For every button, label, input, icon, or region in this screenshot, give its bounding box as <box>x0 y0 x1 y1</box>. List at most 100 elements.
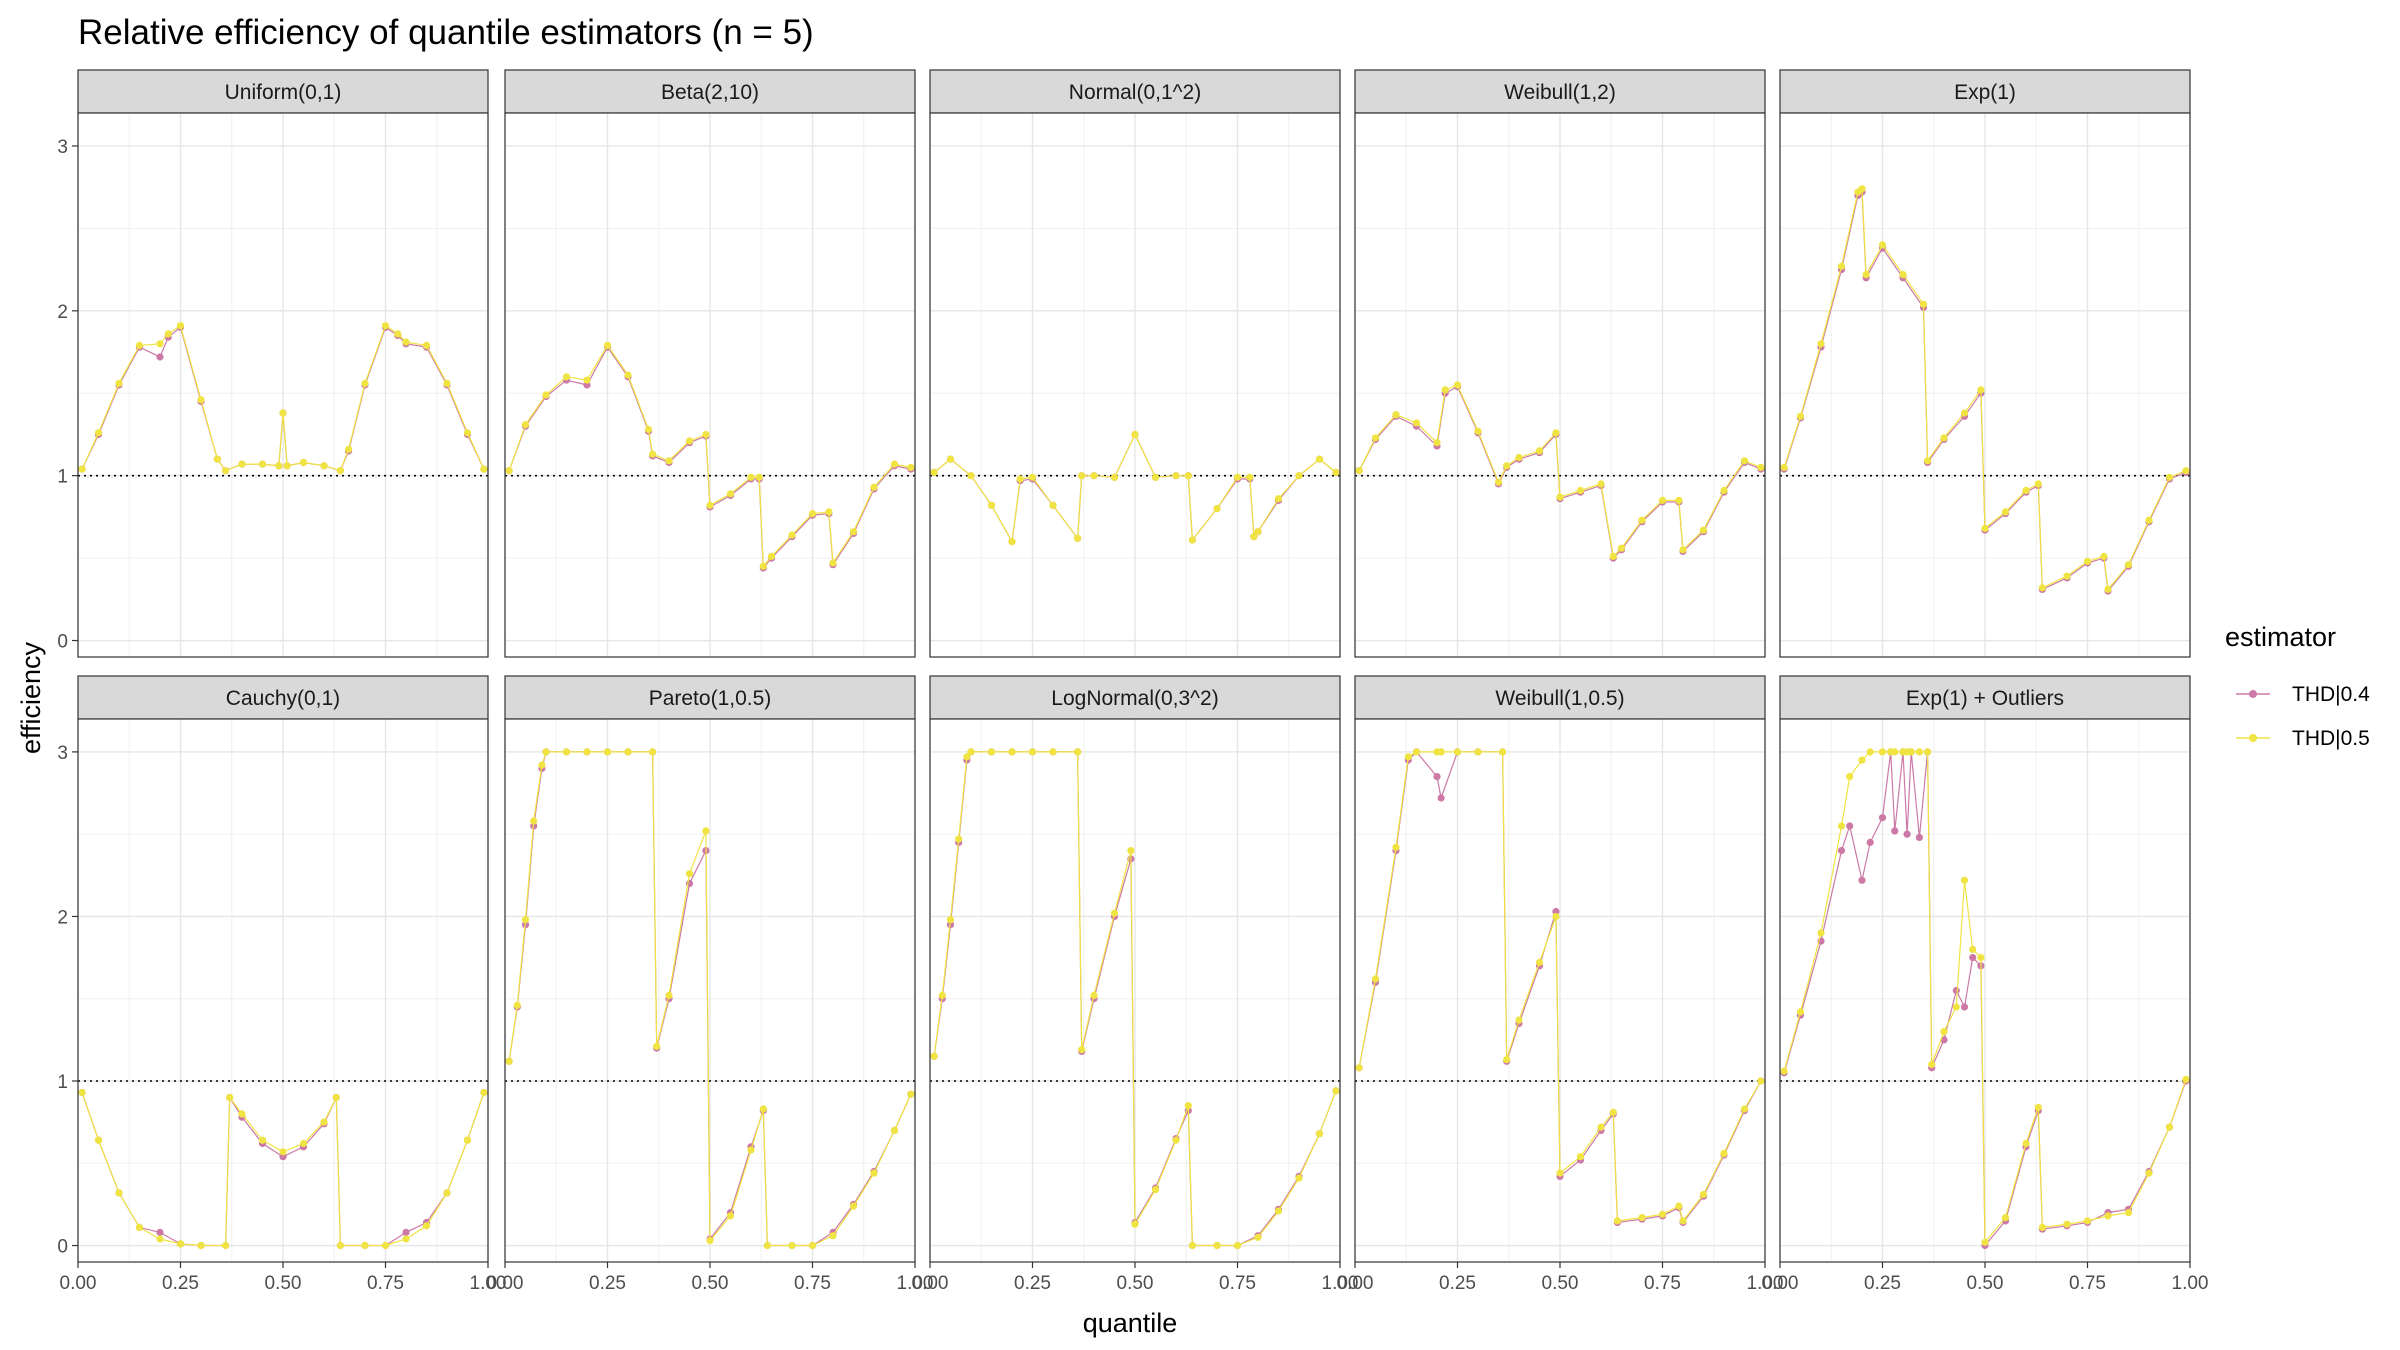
data-point-thd05 <box>463 1136 472 1144</box>
x-tick-label: 0.25 <box>589 1273 626 1294</box>
data-point-thd05 <box>1503 1056 1511 1064</box>
data-point-thd04 <box>156 1228 164 1236</box>
data-point-thd05 <box>480 1088 488 1097</box>
data-point-thd05 <box>1720 486 1728 495</box>
data-point-thd04 <box>1960 1003 1969 1011</box>
data-point-thd05 <box>2124 1209 2133 1217</box>
data-point-thd05 <box>258 460 267 468</box>
facet-strip-label: Weibull(1,0.5) <box>1495 687 1624 710</box>
x-tick-label: 0.50 <box>1542 1273 1579 1294</box>
data-point-thd05 <box>870 1169 878 1177</box>
data-point-thd05 <box>2034 480 2042 488</box>
panel-border <box>77 112 489 658</box>
data-point-thd05 <box>1515 453 1523 462</box>
data-point-thd05 <box>1740 457 1749 465</box>
x-tick-label: 1.00 <box>897 1273 934 1294</box>
data-point-thd05 <box>1740 1105 1749 1113</box>
facet-strip-label: Normal(0,1^2) <box>1069 81 1201 104</box>
facet-strip-label: Beta(2,10) <box>661 81 759 104</box>
x-tick-label: 0.50 <box>692 1273 729 1294</box>
legend-title: estimator <box>2225 622 2336 652</box>
data-point-thd05 <box>907 463 915 471</box>
data-point-thd05 <box>808 509 817 518</box>
data-point-thd05 <box>542 748 550 756</box>
data-point-thd04 <box>1878 814 1887 822</box>
data-point-thd04 <box>1891 827 1899 835</box>
data-point-thd05 <box>1899 271 1907 279</box>
data-point-thd05 <box>1392 843 1400 851</box>
data-point-thd05 <box>1172 1136 1180 1144</box>
data-point-thd05 <box>78 465 86 473</box>
data-point-thd05 <box>1315 455 1324 463</box>
data-point-thd05 <box>1078 1046 1086 1054</box>
legend: estimator THD|0.4 THD|0.5 <box>2225 622 2370 750</box>
data-point-thd05 <box>1699 526 1708 534</box>
data-point-thd05 <box>2182 467 2190 475</box>
data-point-thd05 <box>542 391 550 399</box>
y-tick-label: 1 <box>57 1072 68 1093</box>
facet-panel: Beta(2,10) <box>504 69 916 658</box>
data-point-thd04 <box>1903 830 1911 838</box>
data-point-thd05 <box>562 748 571 756</box>
data-point-thd05 <box>1250 533 1258 541</box>
data-point-thd05 <box>1928 1060 1936 1069</box>
x-tick-label: 0.00 <box>1762 1273 1799 1294</box>
data-point-thd05 <box>849 528 858 536</box>
data-point-thd05 <box>1016 475 1024 483</box>
data-point-thd05 <box>562 373 571 381</box>
data-point-thd05 <box>443 379 451 387</box>
data-point-thd05 <box>1295 1174 1303 1182</box>
data-point-thd05 <box>1437 748 1445 756</box>
data-point-thd05 <box>2182 1075 2190 1083</box>
data-point-thd05 <box>336 467 344 475</box>
x-tick-label: 0.00 <box>487 1273 524 1294</box>
data-point-thd05 <box>907 1090 915 1098</box>
data-point-thd05 <box>624 748 632 756</box>
data-point-thd05 <box>279 409 287 417</box>
data-point-thd05 <box>967 472 975 480</box>
y-tick-label: 3 <box>57 743 68 764</box>
data-point-thd05 <box>1184 472 1192 480</box>
data-point-thd05 <box>747 1146 755 1154</box>
data-point-thd05 <box>1858 756 1866 764</box>
data-point-thd05 <box>1556 1169 1564 1177</box>
data-point-thd05 <box>279 1148 287 1156</box>
data-point-thd05 <box>706 501 714 509</box>
data-point-thd05 <box>890 1126 899 1134</box>
data-point-thd05 <box>930 468 938 476</box>
data-point-thd05 <box>2001 1214 2010 1222</box>
data-point-thd05 <box>2022 1139 2030 1148</box>
data-point-thd05 <box>1924 748 1932 756</box>
data-point-thd04 <box>1858 876 1866 884</box>
data-point-thd05 <box>2001 508 2010 516</box>
data-point-thd05 <box>115 1189 123 1197</box>
data-point-thd05 <box>825 508 833 516</box>
data-point-thd05 <box>1131 1220 1139 1228</box>
data-point-thd05 <box>521 916 530 924</box>
data-point-thd05 <box>987 748 996 756</box>
data-point-thd05 <box>1960 409 1969 417</box>
data-point-thd05 <box>299 1139 308 1148</box>
data-point-thd05 <box>1233 473 1242 481</box>
data-point-thd05 <box>603 341 612 349</box>
data-point-thd05 <box>176 322 185 330</box>
data-point-thd05 <box>1008 538 1016 546</box>
data-point-thd05 <box>1453 748 1462 756</box>
data-point-thd05 <box>1213 505 1221 513</box>
data-point-thd05 <box>226 1093 234 1102</box>
data-point-thd05 <box>1919 300 1928 308</box>
facet-panel: Weibull(1,2) <box>1354 69 1766 658</box>
data-point-thd05 <box>759 562 767 570</box>
data-point-thd05 <box>649 748 657 756</box>
data-point-thd05 <box>1981 1238 1989 1246</box>
data-point-thd05 <box>938 991 946 1000</box>
data-point-thd05 <box>2100 552 2108 561</box>
data-point-thd05 <box>402 1235 410 1243</box>
facet-strip <box>77 675 489 720</box>
data-point-thd05 <box>156 340 164 348</box>
data-point-thd05 <box>1638 1214 1646 1222</box>
data-point-thd05 <box>1049 748 1057 756</box>
data-point-thd05 <box>1151 473 1160 481</box>
y-tick-label: 2 <box>57 907 68 928</box>
legend-entry-thd04: THD|0.4 <box>2236 683 2370 706</box>
